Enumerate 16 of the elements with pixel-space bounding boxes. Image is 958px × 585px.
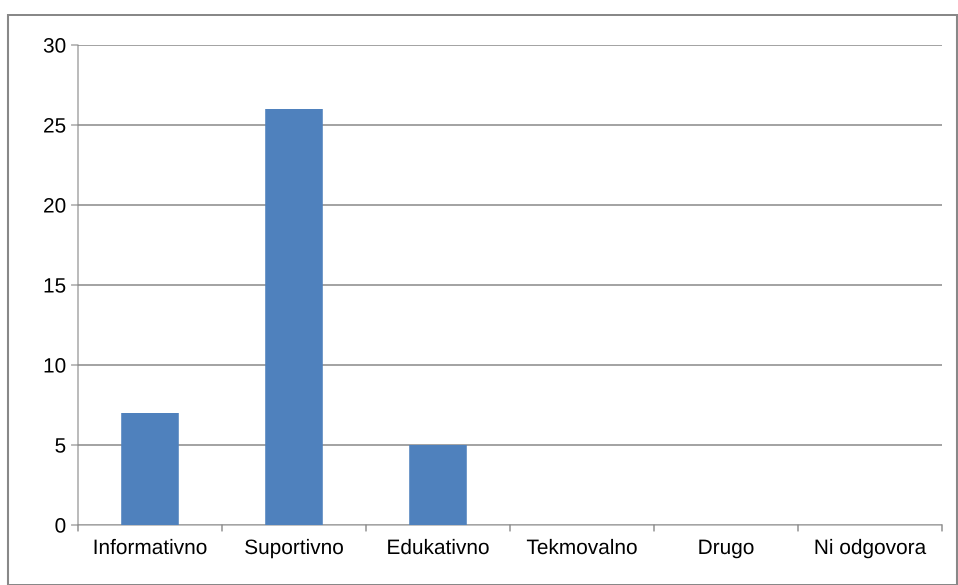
y-tick-label: 15 [44, 278, 66, 293]
y-tick-label: 10 [44, 358, 66, 373]
x-tick-label: Suportivno [245, 538, 343, 558]
bar [121, 413, 179, 525]
bar [265, 109, 323, 525]
x-tick-label: Edukativno [388, 538, 489, 554]
y-tick-label: 30 [44, 38, 66, 53]
bar [409, 445, 467, 525]
x-tick-label: Informativno [94, 538, 206, 554]
y-tick-label: 20 [44, 198, 66, 213]
y-tick-label: 0 [55, 518, 66, 533]
x-tick-label: Ni odgovora [816, 538, 926, 558]
y-tick-label: 25 [44, 118, 66, 133]
y-tick-label: 5 [55, 438, 66, 453]
x-tick-label: Tekmovalno [526, 538, 637, 554]
x-tick-label: Drugo [699, 540, 754, 558]
